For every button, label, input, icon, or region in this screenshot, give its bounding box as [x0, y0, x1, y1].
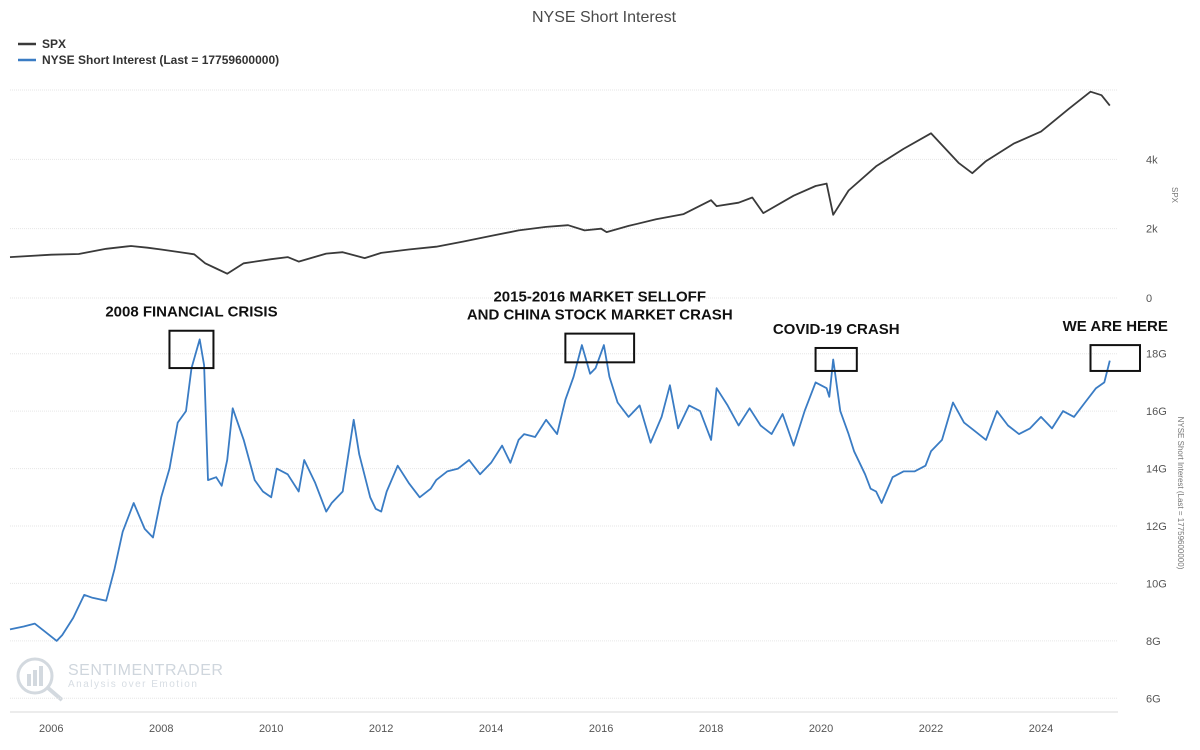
x-axis: 2006 2008 2010 2012 2014 2016 2018 2020 2022 2024 — [39, 723, 1053, 735]
spx-axis-title: SPX — [1170, 187, 1179, 204]
x-tick-label: 2010 — [259, 723, 283, 735]
x-tick-label: 2022 — [919, 723, 943, 735]
short-interest-gridlines — [10, 353, 1118, 713]
annotation-label: COVID-19 CRASH — [773, 321, 900, 338]
series-layer — [9, 90, 1111, 642]
x-tick-label: 2020 — [809, 723, 833, 735]
x-tick-label: 2014 — [479, 723, 503, 735]
annotation-label: AND CHINA STOCK MARKET CRASH — [467, 307, 733, 324]
x-tick-label: 2016 — [589, 723, 613, 735]
short-interest-tick-label: 14G — [1146, 464, 1167, 476]
annotations: 2008 FINANCIAL CRISIS 2015-2016 MARKET SE… — [105, 289, 1168, 372]
short-interest-tick-label: 10G — [1146, 578, 1167, 590]
spx-tick-label: 2k — [1146, 224, 1158, 236]
spx-tick-label: 0 — [1146, 293, 1152, 305]
annotation-box — [814, 346, 858, 372]
x-tick-label: 2012 — [369, 723, 393, 735]
short-interest-tick-label: 6G — [1146, 693, 1161, 705]
watermark-title: SENTIMENTRADER — [68, 662, 223, 679]
chart-logo-icon — [16, 657, 64, 702]
short-interest-y-axis: 6G 8G 10G 12G 14G 16G 18G — [1146, 349, 1167, 706]
annotation-box — [1089, 344, 1141, 372]
annotation-label: 2015-2016 MARKET SELLOFF — [493, 289, 706, 306]
annotation-box — [168, 329, 215, 370]
short-interest-tick-label: 16G — [1146, 406, 1167, 418]
x-tick-label: 2008 — [149, 723, 173, 735]
x-tick-label: 2024 — [1029, 723, 1053, 735]
short-interest-tick-label: 18G — [1146, 349, 1167, 361]
spx-y-axis: 0 2k 4k — [1146, 154, 1158, 305]
annotation-label: WE ARE HERE — [1063, 318, 1168, 335]
spx-series-line — [9, 90, 1111, 275]
spx-tick-label: 4k — [1146, 154, 1158, 166]
annotation-label: 2008 FINANCIAL CRISIS — [105, 304, 277, 321]
legend: SPX NYSE Short Interest (Last = 17759600… — [18, 37, 279, 67]
short-interest-tick-label: 12G — [1146, 521, 1167, 533]
short-interest-series-line — [9, 338, 1111, 642]
legend-label-spx: SPX — [42, 37, 66, 51]
watermark: SENTIMENTRADER Analysis over Emotion — [16, 657, 223, 702]
x-tick-label: 2018 — [699, 723, 723, 735]
annotation-box — [564, 332, 636, 364]
watermark-subtitle: Analysis over Emotion — [68, 679, 198, 690]
short-interest-tick-label: 8G — [1146, 636, 1161, 648]
x-tick-label: 2006 — [39, 723, 63, 735]
legend-label-short-interest: NYSE Short Interest (Last = 17759600000) — [42, 53, 279, 67]
chart-title: NYSE Short Interest — [532, 9, 677, 26]
spx-gridlines — [10, 89, 1118, 299]
short-interest-axis-title: NYSE Short Interest (Last = 17759600000) — [1176, 417, 1185, 570]
